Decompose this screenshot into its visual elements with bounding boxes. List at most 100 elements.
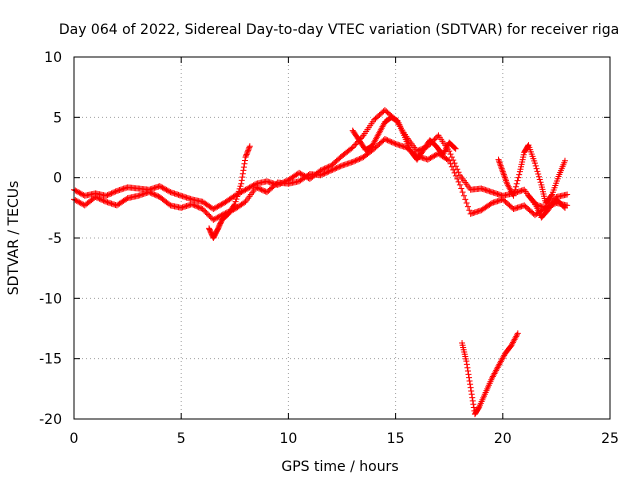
data-point — [95, 195, 102, 202]
data-point — [389, 139, 396, 146]
data-point — [512, 186, 519, 193]
data-point — [191, 202, 198, 209]
data-point — [446, 148, 453, 155]
data-point — [246, 143, 253, 150]
data-point — [243, 151, 250, 158]
data-point — [434, 133, 441, 140]
data-point — [241, 199, 248, 206]
data-point — [324, 169, 331, 176]
data-point — [146, 189, 153, 196]
data-point — [206, 212, 213, 219]
data-point — [334, 164, 341, 171]
data-point — [454, 166, 461, 173]
data-point — [105, 191, 112, 198]
data-point — [111, 189, 118, 196]
data-point — [448, 154, 455, 161]
data-point — [548, 192, 555, 199]
series-track-d — [206, 143, 253, 241]
x-tick-label: 25 — [601, 431, 619, 447]
data-point — [458, 185, 465, 192]
data-point — [463, 358, 470, 365]
data-point — [511, 189, 518, 196]
data-point — [447, 160, 454, 167]
data-point — [561, 157, 568, 164]
data-point — [241, 157, 248, 164]
data-point — [194, 203, 201, 210]
data-point — [387, 138, 394, 145]
data-point — [166, 201, 173, 208]
data-point — [96, 195, 103, 202]
data-point — [513, 180, 520, 187]
data-point — [444, 156, 451, 163]
data-point — [333, 165, 340, 172]
data-point — [432, 135, 439, 142]
data-point — [451, 144, 458, 151]
data-point — [245, 146, 252, 153]
data-point — [195, 204, 202, 211]
data-point — [337, 163, 344, 170]
data-point — [246, 144, 253, 151]
data-point — [446, 157, 453, 164]
data-point — [381, 136, 388, 143]
data-point — [533, 165, 540, 172]
data-point — [239, 170, 246, 177]
data-point — [151, 191, 158, 198]
data-point — [101, 198, 108, 205]
data-point — [531, 160, 538, 167]
data-point — [466, 207, 473, 214]
data-point — [391, 140, 398, 147]
x-tick-label: 0 — [70, 431, 79, 447]
data-point — [468, 387, 475, 394]
data-point — [448, 163, 455, 170]
data-point — [524, 142, 531, 149]
x-tick-label: 20 — [494, 431, 512, 447]
grid-lines — [74, 57, 610, 419]
data-point — [240, 164, 247, 171]
data-point — [235, 190, 242, 197]
data-point — [460, 192, 467, 199]
x-tick-label: 5 — [177, 431, 186, 447]
data-point — [510, 192, 517, 199]
data-point — [241, 160, 248, 167]
y-tick-label: -5 — [48, 231, 62, 247]
data-point — [466, 377, 473, 384]
data-point — [536, 176, 543, 183]
data-point — [516, 171, 523, 178]
data-point — [383, 136, 390, 143]
data-point — [384, 137, 391, 144]
data-point — [336, 163, 343, 170]
data-point — [257, 186, 264, 193]
data-point — [305, 171, 312, 178]
series-track-f — [495, 142, 568, 207]
data-point — [456, 181, 463, 188]
data-point — [455, 178, 462, 185]
data-point — [154, 192, 161, 199]
data-point — [415, 147, 422, 154]
data-point — [152, 192, 159, 199]
y-tick-label: 5 — [53, 110, 62, 126]
data-point — [560, 203, 567, 210]
data-point — [326, 168, 333, 175]
data-point — [512, 183, 519, 190]
data-point — [239, 174, 246, 181]
data-point — [112, 188, 119, 195]
data-point — [385, 137, 392, 144]
data-point — [150, 190, 157, 197]
data-point — [259, 187, 266, 194]
data-point — [469, 397, 476, 404]
data-point — [205, 211, 211, 218]
data-point — [231, 201, 238, 208]
data-point — [388, 139, 395, 146]
data-point — [452, 163, 459, 170]
data-point — [107, 190, 114, 197]
series-track-g — [525, 192, 568, 221]
y-tick-label: 10 — [44, 50, 62, 66]
data-point — [329, 166, 336, 173]
data-point — [236, 185, 243, 192]
data-point — [317, 172, 324, 179]
y-tick-label: -10 — [39, 291, 62, 307]
data-point — [233, 196, 240, 203]
data-point — [103, 192, 110, 199]
data-point — [166, 188, 173, 195]
data-point — [258, 186, 265, 193]
